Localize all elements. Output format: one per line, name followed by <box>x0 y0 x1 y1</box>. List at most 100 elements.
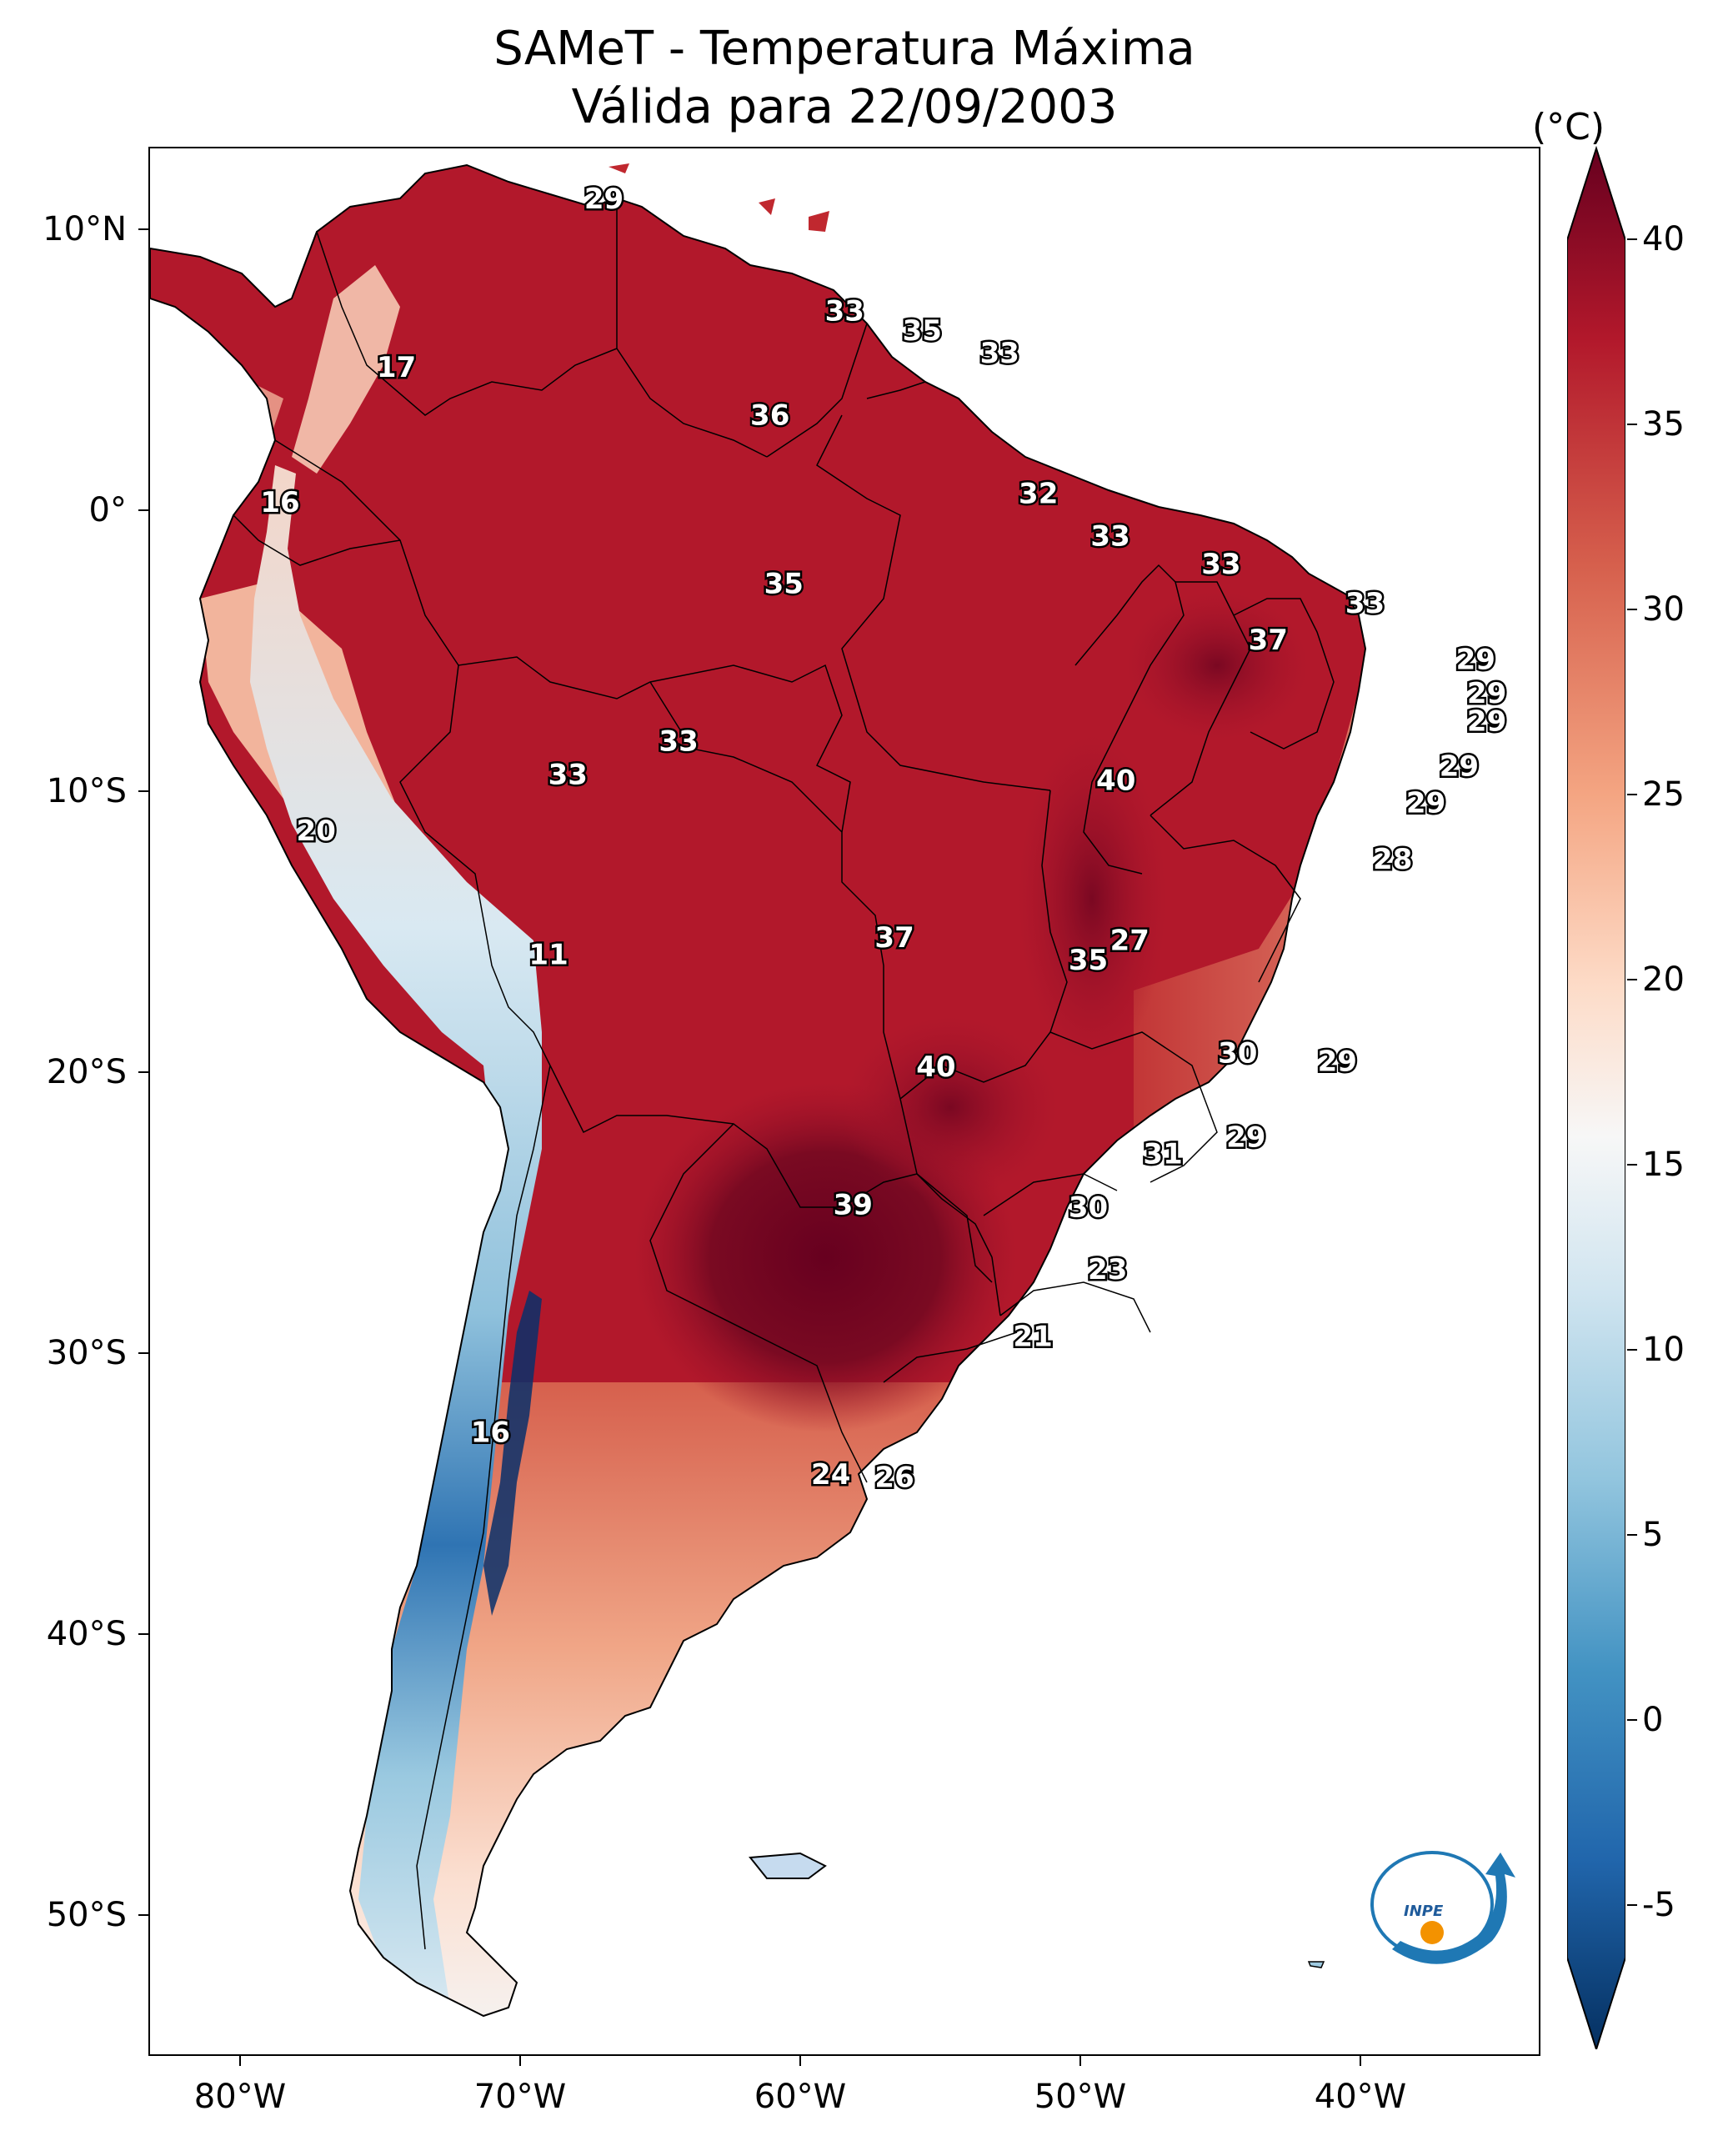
lon-tick <box>1360 2056 1361 2066</box>
border-sao-paulo-parana <box>983 1173 1118 1216</box>
contour-label-32: 32 <box>1019 478 1058 511</box>
border-parana-santa-catarina <box>999 1281 1151 1333</box>
colorbar <box>1567 145 1625 2049</box>
andes-coldest-ridge <box>483 1291 542 1616</box>
colorbar-label-10: 10 <box>1642 1331 1685 1369</box>
contour-label-26: 26 <box>874 1461 914 1494</box>
lat-tick <box>138 509 148 511</box>
contour-label-33: 33 <box>825 295 864 328</box>
falkland-islands <box>749 1852 827 1879</box>
border-ecuador-peru <box>233 514 401 566</box>
contour-label-30: 30 <box>1218 1036 1257 1070</box>
hot-core-mato-grosso <box>842 1015 1059 1199</box>
border-colombia-venezuela <box>316 231 618 416</box>
contour-label-29: 29 <box>1467 705 1506 739</box>
colorbar-label-minus5: -5 <box>1642 1886 1675 1924</box>
logo-text: INPE <box>1404 1903 1444 1920</box>
contour-label-35: 35 <box>764 568 804 601</box>
border-paraguay-brazil <box>916 1173 993 1283</box>
colorbar-label-25: 25 <box>1642 775 1685 814</box>
andes-cold-strip <box>250 465 542 2008</box>
border-uruguay-north <box>883 1331 1018 1383</box>
colorbar-label-5: 5 <box>1642 1516 1664 1554</box>
contour-label-36: 36 <box>750 399 789 432</box>
border-brazil-west <box>274 439 1001 1316</box>
colorbar-unit-label: (°C) <box>1532 106 1605 148</box>
colorbar-label-15: 15 <box>1642 1146 1685 1184</box>
border-sao-paulo-minas <box>1049 1031 1218 1183</box>
border-para-amazonas <box>816 414 1051 791</box>
lon-tick <box>799 2056 801 2066</box>
lon-label-50w: 50°W <box>1034 2078 1127 2116</box>
contour-label-29: 29 <box>584 183 624 216</box>
contour-label-30: 30 <box>1069 1191 1108 1225</box>
border-bahia-minas <box>1150 815 1301 983</box>
contour-label-29: 29 <box>1406 786 1445 820</box>
colorbar-label-40: 40 <box>1642 220 1685 258</box>
contour-label-29: 29 <box>1467 677 1506 710</box>
colorbar-label-35: 35 <box>1642 405 1685 444</box>
inpe-logo: INPE <box>1370 1851 1515 1964</box>
lat-tick <box>138 1633 148 1635</box>
colorbar-label-0: 0 <box>1642 1701 1664 1739</box>
map-panel[interactable]: 29 33 35 33 17 36 32 16 33 33 35 33 37 29 29 29 33 33 40 29… <box>148 147 1540 2056</box>
logo-arrow-icon <box>1392 1853 1515 1964</box>
colorbar-gradient <box>1567 145 1625 2049</box>
contour-label-21: 21 <box>1013 1321 1052 1354</box>
colombia-andes-shading <box>292 265 400 474</box>
contour-label-20: 20 <box>297 815 336 848</box>
colorbar-tick <box>1627 1719 1637 1721</box>
lat-tick <box>138 790 148 792</box>
lat-tick <box>138 1071 148 1073</box>
contour-label-11: 11 <box>528 938 568 971</box>
hot-core-piaui <box>1125 590 1309 740</box>
colorbar-tick <box>1627 1349 1637 1351</box>
lon-label-40w: 40°W <box>1314 2078 1407 2116</box>
lon-label-80w: 80°W <box>193 2078 287 2116</box>
contour-label-39: 39 <box>834 1188 873 1221</box>
border-guyana-brazil <box>766 323 868 458</box>
contour-label-29: 29 <box>1318 1045 1357 1079</box>
contour-label-29: 29 <box>1226 1121 1265 1155</box>
colorbar-label-20: 20 <box>1642 960 1685 999</box>
contour-label-16: 16 <box>260 486 299 519</box>
contour-label-16: 16 <box>471 1416 510 1449</box>
contour-label-35: 35 <box>903 314 942 348</box>
lat-label-10n: 10°N <box>43 210 127 248</box>
lat-tick <box>138 1352 148 1354</box>
colorbar-tick <box>1627 1164 1637 1166</box>
border-tocantins-maranhao <box>1074 564 1185 875</box>
hot-core-tocantins <box>1017 732 1167 1065</box>
contour-label-33: 33 <box>980 337 1019 370</box>
contour-label-40: 40 <box>1096 765 1135 798</box>
contour-label-33: 33 <box>548 759 588 792</box>
colorbar-tick <box>1627 424 1637 425</box>
south-georgia <box>1307 1961 1325 1968</box>
contour-label-27: 27 <box>1110 925 1150 958</box>
border-guianas <box>866 381 926 399</box>
contour-label-40: 40 <box>916 1050 955 1084</box>
contour-label-35: 35 <box>1069 944 1108 977</box>
border-northeast-states <box>1233 598 1335 750</box>
contour-label-29: 29 <box>1456 644 1495 677</box>
border-chile-argentina <box>416 1065 551 1950</box>
border-acre-rondonia <box>649 681 843 833</box>
map-title: SAMeT - Temperatura Máxima <box>493 22 1195 76</box>
contour-label-33: 33 <box>1345 587 1385 620</box>
contour-label-33: 33 <box>1201 548 1240 581</box>
lat-label-10s: 10°S <box>46 772 127 810</box>
lat-label-40s: 40°S <box>46 1615 127 1653</box>
contour-label-17: 17 <box>377 351 416 384</box>
contour-label-37: 37 <box>1249 624 1288 657</box>
contour-label-37: 37 <box>874 921 914 955</box>
lat-tick <box>138 228 148 230</box>
political-borders <box>233 198 1335 1950</box>
lat-label-30s: 30°S <box>46 1334 127 1372</box>
colorbar-tick <box>1627 609 1637 610</box>
border-argentina-north <box>649 1123 868 1483</box>
contour-label-23: 23 <box>1088 1253 1127 1286</box>
colorbar-tick <box>1627 1534 1637 1536</box>
contour-label-33: 33 <box>1090 519 1129 553</box>
